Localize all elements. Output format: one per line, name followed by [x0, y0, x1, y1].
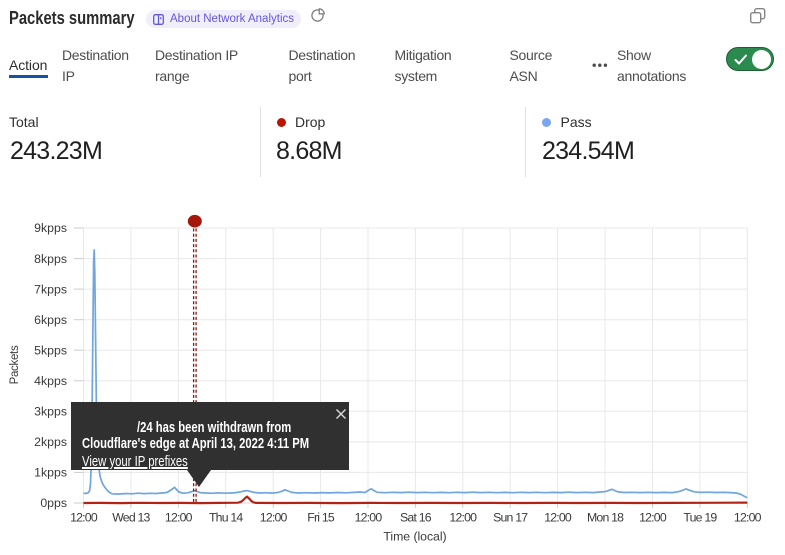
- svg-text:12:00: 12:00: [544, 511, 572, 525]
- svg-text:1kpps: 1kpps: [34, 466, 67, 480]
- svg-text:6kpps: 6kpps: [34, 313, 67, 327]
- svg-text:12:00: 12:00: [165, 511, 193, 525]
- svg-text:3kpps: 3kpps: [34, 405, 67, 419]
- svg-text:Mon 18: Mon 18: [587, 511, 624, 525]
- svg-text:Wed 13: Wed 13: [112, 511, 150, 525]
- svg-text:12:00: 12:00: [449, 511, 477, 525]
- svg-text:12:00: 12:00: [260, 511, 288, 525]
- svg-text:Sun 17: Sun 17: [493, 511, 528, 525]
- svg-text:7kpps: 7kpps: [34, 282, 67, 296]
- svg-text:4kpps: 4kpps: [34, 374, 67, 388]
- svg-text:12:00: 12:00: [70, 511, 98, 525]
- svg-text:12:00: 12:00: [355, 511, 383, 525]
- svg-text:12:00: 12:00: [639, 511, 667, 525]
- svg-text:8kpps: 8kpps: [34, 252, 67, 266]
- svg-text:Packets: Packets: [9, 345, 21, 384]
- svg-text:Fri 15: Fri 15: [307, 511, 335, 525]
- svg-text:12:00: 12:00: [734, 511, 762, 525]
- svg-text:9kpps: 9kpps: [34, 221, 67, 235]
- svg-text:Sat 16: Sat 16: [400, 511, 432, 525]
- svg-text:2kpps: 2kpps: [34, 435, 67, 449]
- svg-text:Time (local): Time (local): [383, 530, 446, 544]
- svg-text:Tue 19: Tue 19: [683, 511, 717, 525]
- svg-text:Thu 14: Thu 14: [209, 511, 243, 525]
- svg-text:0pps: 0pps: [40, 496, 67, 510]
- svg-text:5kpps: 5kpps: [34, 343, 67, 357]
